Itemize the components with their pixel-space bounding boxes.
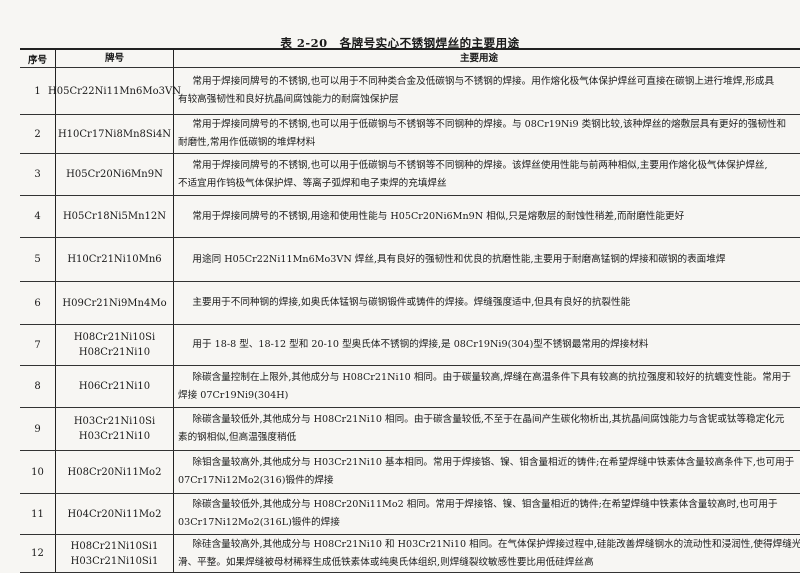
grade-name: H08Cr21Ni10Si <box>73 332 156 343</box>
grade-cell: H05Cr20Ni6Mn9N <box>56 154 174 195</box>
row-number: 7 <box>20 325 56 365</box>
table-row: 3 H05Cr20Ni6Mn9N 常用于焊接同牌号的不锈钢,也可以用于低碳钢与不锈钢… <box>20 154 800 196</box>
table-row: 2 H10Cr17Ni8Mn8Si4N 常用于焊接同牌号的不锈钢,也可以用于低碳钢与… <box>20 115 800 154</box>
usage-line: 用途同 H05Cr22Ni11Mn6Mo3VN 焊丝,具有良好的强韧性和优良的抗… <box>192 253 726 265</box>
usage-line: 焊接 07Cr19Ni9(304H) <box>178 389 289 401</box>
grade-name: H10Cr21Ni10Mn6 <box>67 254 162 265</box>
usage-line: 除硅含量较高外,其他成分与 H08Cr21Ni10 和 H03Cr21Ni10 … <box>192 538 800 550</box>
row-number: 12 <box>20 535 56 572</box>
usage-line: 除碳含量较低外,其他成分与 H08Cr20Ni11Mo2 相同。常用于焊接铬、镍… <box>192 499 778 510</box>
usage-line: 滑、平整。如果焊缝被母材稀释生成低铁素体或纯奥氏体组织,则焊缝裂纹敏感性要比用低… <box>178 556 594 568</box>
table-row: 11 H04Cr20Ni11Mo2 除碳含量较低外,其他成分与 H08Cr20Ni1… <box>20 494 800 535</box>
grade-cell: H04Cr20Ni11Mo2 <box>56 494 174 534</box>
row-number: 8 <box>20 366 56 407</box>
row-number: 9 <box>20 408 56 450</box>
grade-cell: H09Cr21Ni9Mn4Mo <box>56 282 174 324</box>
grade-cell: H06Cr21Ni10 <box>56 366 174 407</box>
usage-line: 除钼含量较高外,其他成分与 H03Cr21Ni10 基本相同。常用于焊接铬、镍、… <box>192 457 795 468</box>
header-grade: 牌号 <box>56 50 174 67</box>
usage-line: 不适宜用作钨极气体保护焊、等离子弧焊和电子束焊的充填焊丝 <box>178 177 447 189</box>
grade-name: H03Cr21Ni10Si <box>73 416 156 427</box>
usage-cell: 主要用于不同种钢的焊接,如奥氏体锰钢与碳钢锻件或铸件的焊接。焊缝强度适中,但具有… <box>174 282 800 324</box>
table-row: 9 H03Cr21Ni10Si H03Cr21Ni10 除碳含量较低外,其他成分与 H… <box>20 408 800 451</box>
grade-name: H05Cr20Ni6Mn9N <box>66 169 163 180</box>
usage-cell: 常用于焊接同牌号的不锈钢,用途和使用性能与 H05Cr20Ni6Mn9N 相似,… <box>174 196 800 237</box>
grade-cell: H08Cr21Ni10Si1 H03Cr21Ni10Si1 <box>56 535 174 572</box>
grade-cell: H08Cr20Ni11Mo2 <box>56 451 174 493</box>
usage-line: 除碳含量较低外,其他成分与 H08Cr21Ni10 相同。由于碳含量较低,不至于… <box>192 414 785 425</box>
grade-cell: H05Cr18Ni5Mn12N <box>56 196 174 237</box>
grade-cell: H03Cr21Ni10Si H03Cr21Ni10 <box>56 408 174 450</box>
grade-name: H04Cr20Ni11Mo2 <box>67 508 162 520</box>
header-usage: 主要用途 <box>459 52 498 64</box>
row-number: 6 <box>20 282 56 324</box>
usage-line: 有较高强韧性和良好抗晶间腐蚀能力的耐腐蚀保护层 <box>178 94 399 105</box>
usage-line: 常用于焊接同牌号的不锈钢,用途和使用性能与 H05Cr20Ni6Mn9N 相似,… <box>192 210 685 222</box>
usage-line: 除碳含量控制在上限外,其他成分与 H08Cr21Ni10 相同。由于碳量较高,焊… <box>192 371 792 383</box>
row-number: 5 <box>20 238 56 281</box>
usage-line: 常用于焊接同牌号的不锈钢,也可以用于低碳钢与不锈钢等不同钢种的焊接。该焊丝使用性… <box>192 159 768 171</box>
usage-cell: 常用于焊接同牌号的不锈钢,也可以用于低碳钢与不锈钢等不同钢种的焊接。该焊丝使用性… <box>174 154 800 195</box>
usage-line: 07Cr17Ni12Mo2(316)锻件的焊接 <box>178 475 334 486</box>
table-header: 序号 牌号 主要用途 <box>20 50 800 68</box>
usage-cell: 除碳含量控制在上限外,其他成分与 H08Cr21Ni10 相同。由于碳量较高,焊… <box>174 366 800 407</box>
usage-cell: 常用于焊接同牌号的不锈钢,也可以用于低碳钢与不锈钢等不同钢种的焊接。与 08Cr… <box>174 115 800 153</box>
table-title: 表 2-20 各牌号实心不锈钢焊丝的主要用途 <box>280 36 520 50</box>
table-row: 5 H10Cr21Ni10Mn6 用途同 H05Cr22Ni11Mn6Mo3VN 焊… <box>20 238 800 282</box>
grade-name: H10Cr17Ni8Mn8Si4N <box>57 128 172 140</box>
grade-cell: H08Cr21Ni10Si H08Cr21Ni10 <box>56 325 174 365</box>
grade-name: H05Cr22Ni11Mn6Mo3VN <box>48 85 181 97</box>
usage-cell: 除碳含量较低外,其他成分与 H08Cr21Ni10 相同。由于碳含量较低,不至于… <box>174 408 800 450</box>
row-number: 11 <box>20 494 56 534</box>
usage-cell: 除碳含量较低外,其他成分与 H08Cr20Ni11Mo2 相同。常用于焊接铬、镍… <box>174 494 800 534</box>
grade-name: H03Cr21Ni10 <box>78 431 151 442</box>
row-number: 2 <box>20 115 56 153</box>
usage-cell: 常用于焊接同牌号的不锈钢,也可以用于不同种类合金及低碳钢与不锈钢的焊接。用作熔化… <box>174 68 800 114</box>
usage-cell: 除硅含量较高外,其他成分与 H08Cr21Ni10 和 H03Cr21Ni10 … <box>174 535 800 572</box>
row-number: 3 <box>20 154 56 195</box>
grade-name: H08Cr21Ni10 <box>78 347 151 358</box>
usage-cell: 用于 18-8 型、18-12 型和 20-10 型奥氏体不锈钢的焊接,是 08… <box>174 325 800 365</box>
usage-line: 常用于焊接同牌号的不锈钢,也可以用于低碳钢与不锈钢等不同钢种的焊接。与 08Cr… <box>192 119 787 130</box>
row-number: 10 <box>20 451 56 493</box>
grade-name: H08Cr21Ni10Si1 <box>70 540 159 552</box>
grade-name: H06Cr21Ni10 <box>78 381 151 392</box>
row-number: 1 <box>20 68 56 114</box>
header-no: 序号 <box>20 50 56 67</box>
usage-line: 常用于焊接同牌号的不锈钢,也可以用于不同种类合金及低碳钢与不锈钢的焊接。用作熔化… <box>192 76 775 87</box>
table-row: 6 H09Cr21Ni9Mn4Mo 主要用于不同种钢的焊接,如奥氏体锰钢与碳钢锻件或… <box>20 282 800 325</box>
table-row: 4 H05Cr18Ni5Mn12N 常用于焊接同牌号的不锈钢,用途和使用性能与 H0… <box>20 196 800 238</box>
grade-name: H05Cr18Ni5Mn12N <box>62 211 167 222</box>
grade-name: H09Cr21Ni9Mn4Mo <box>62 297 167 309</box>
usage-cell: 用途同 H05Cr22Ni11Mn6Mo3VN 焊丝,具有良好的强韧性和优良的抗… <box>174 238 800 281</box>
usage-line: 03Cr17Ni12Mo2(316L)锻件的焊接 <box>178 517 340 528</box>
table-row: 7 H08Cr21Ni10Si H08Cr21Ni10 用于 18-8 型、18-12… <box>20 325 800 366</box>
grade-cell: H10Cr17Ni8Mn8Si4N <box>56 115 174 153</box>
table-row: 12 H08Cr21Ni10Si1 H03Cr21Ni10Si1 除硅含量较高外,其他… <box>20 535 800 573</box>
table-row: 8 H06Cr21Ni10 除碳含量控制在上限外,其他成分与 H08Cr21Ni10… <box>20 366 800 408</box>
grade-name: H03Cr21Ni10Si1 <box>70 555 159 567</box>
usage-line: 耐磨性,常用作低碳钢的堆焊材料 <box>178 137 316 148</box>
grade-name: H08Cr20Ni11Mo2 <box>67 466 162 478</box>
usage-line: 素的钢相似,但高温强度稍低 <box>178 432 297 443</box>
grade-cell: H10Cr21Ni10Mn6 <box>56 238 174 281</box>
grade-cell: H05Cr22Ni11Mn6Mo3VN <box>48 68 181 114</box>
table-row: 1 H05Cr22Ni11Mn6Mo3VN 常用于焊接同牌号的不锈钢,也可以用于不同… <box>20 68 800 115</box>
usage-line: 用于 18-8 型、18-12 型和 20-10 型奥氏体不锈钢的焊接,是 08… <box>192 339 649 350</box>
row-number: 4 <box>20 196 56 237</box>
table-row: 10 H08Cr20Ni11Mo2 除钼含量较高外,其他成分与 H03Cr21Ni1… <box>20 451 800 494</box>
usage-line: 主要用于不同种钢的焊接,如奥氏体锰钢与碳钢锻件或铸件的焊接。焊缝强度适中,但具有… <box>192 297 631 308</box>
usage-cell: 除钼含量较高外,其他成分与 H03Cr21Ni10 基本相同。常用于焊接铬、镍、… <box>174 451 800 493</box>
usage-table: 序号 牌号 主要用途 1 H05Cr22Ni11Mn6Mo3VN 常用于焊接同牌号的… <box>20 48 800 573</box>
